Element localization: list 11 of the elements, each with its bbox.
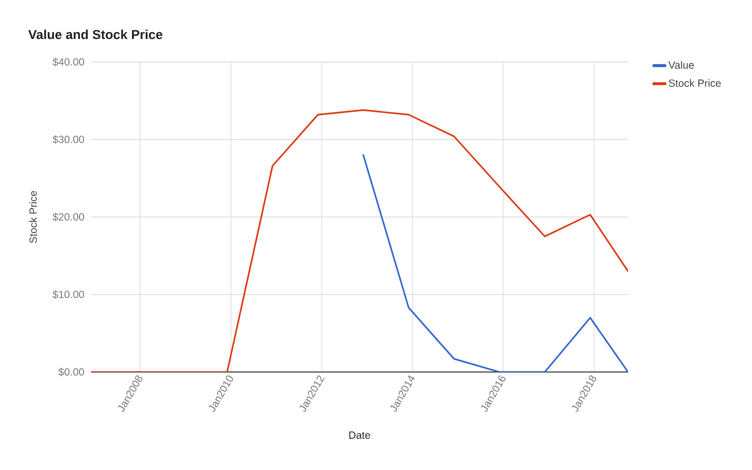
legend-label: Stock Price bbox=[668, 79, 721, 87]
y-tick-label: $0.00 bbox=[58, 368, 84, 376]
x-axis-title: Date bbox=[349, 432, 370, 439]
legend-label: Value bbox=[668, 61, 694, 69]
y-tick-label: $10.00 bbox=[52, 290, 84, 299]
y-tick-label: $20.00 bbox=[52, 212, 84, 222]
line-series bbox=[362, 154, 628, 372]
y-axis-title: Stock Price bbox=[29, 191, 37, 243]
chart-title: Value and Stock Price bbox=[28, 30, 162, 40]
y-tick-label: $30.00 bbox=[52, 135, 84, 144]
y-tick-label: $40.00 bbox=[52, 58, 84, 66]
